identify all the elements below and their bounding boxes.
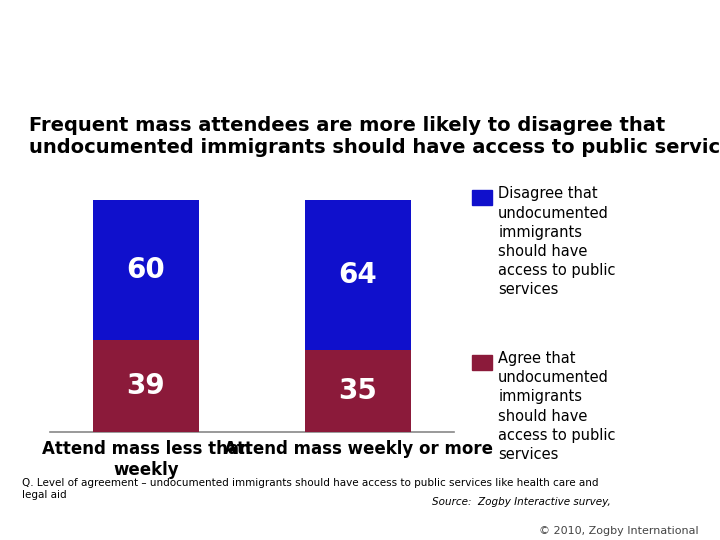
Text: Q. Level of agreement – undocumented immigrants should have access to public ser: Q. Level of agreement – undocumented imm…: [22, 478, 598, 500]
Text: 35: 35: [338, 377, 377, 405]
Text: Disagree that
undocumented
immigrants
should have
access to public
services: Disagree that undocumented immigrants sh…: [498, 186, 616, 298]
Text: 39: 39: [127, 372, 165, 400]
Text: Agree that
undocumented
immigrants
should have
access to public
services: Agree that undocumented immigrants shoul…: [498, 351, 616, 462]
Bar: [305, 350, 411, 432]
Bar: [305, 200, 411, 350]
Text: © 2010, Zogby International: © 2010, Zogby International: [539, 525, 698, 536]
Text: Source:  Zogby Interactive survey,: Source: Zogby Interactive survey,: [432, 497, 611, 507]
Text: Frequent mass attendees are more likely to disagree that: Frequent mass attendees are more likely …: [29, 116, 665, 135]
Bar: [93, 340, 199, 432]
Bar: [93, 200, 199, 340]
Text: 64: 64: [338, 261, 377, 289]
Text: 60: 60: [127, 256, 166, 284]
Text: undocumented immigrants should have access to public services: undocumented immigrants should have acce…: [29, 138, 720, 157]
Text: Immigration  and mass: Immigration and mass: [327, 20, 713, 53]
Text: attendance: attendance: [523, 50, 713, 83]
